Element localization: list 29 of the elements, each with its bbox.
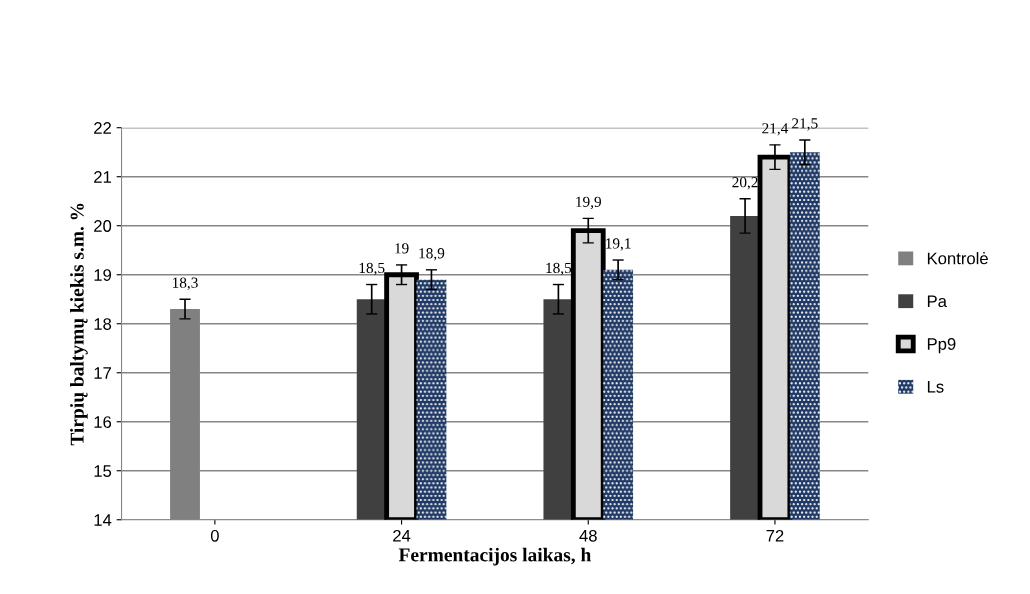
x-tick-label: 48 (579, 529, 597, 542)
legend-label: Pp9 (927, 338, 956, 354)
data-label: 18,5 (546, 262, 572, 276)
y-tick-label: 22 (94, 122, 111, 134)
legend-label: Kontrolė (927, 252, 988, 265)
x-axis-title: Fermentacijos laikas, h (398, 547, 592, 566)
data-label: 19,1 (606, 238, 631, 251)
y-tick-label: 21 (94, 171, 112, 183)
y-tick-label: 18 (94, 318, 112, 330)
data-label: 21,4 (762, 123, 789, 136)
y-axis-title: Tirpių baltymų kiekis s.m. % (70, 203, 88, 446)
x-tick-label: 72 (766, 529, 784, 542)
legend-label: Pa (927, 295, 947, 308)
x-tick-label: 24 (393, 529, 411, 542)
data-label: 19,9 (576, 196, 601, 210)
data-label: 18,3 (172, 277, 198, 290)
y-tick-label: 19 (94, 269, 112, 281)
y-tick-label: 14 (94, 514, 112, 526)
y-tick-label: 17 (94, 367, 111, 379)
data-label: 21,5 (792, 118, 818, 131)
y-tick-label: 16 (94, 416, 112, 428)
data-label: 18,9 (419, 248, 445, 261)
data-label: 19 (395, 243, 409, 254)
y-tick-label: 20 (94, 220, 112, 232)
legend-label: Ls (927, 381, 944, 393)
data-label: 18,5 (359, 262, 385, 276)
x-tick-label: 0 (210, 529, 219, 542)
data-label: 20,2 (732, 177, 758, 190)
y-tick-label: 15 (94, 465, 112, 477)
